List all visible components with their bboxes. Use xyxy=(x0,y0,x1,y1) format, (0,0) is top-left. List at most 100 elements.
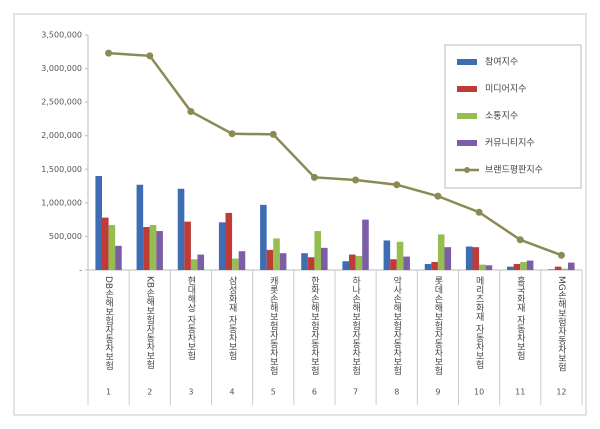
x-tick-number: 11 xyxy=(515,388,525,397)
bar xyxy=(396,241,404,270)
line-marker xyxy=(228,130,236,138)
legend-swatch-marker xyxy=(464,167,470,173)
x-tick-label: 하나손해보험자동차보험 xyxy=(350,276,360,375)
line-marker xyxy=(557,251,565,259)
bar xyxy=(218,222,226,270)
y-tick-label: 1,500,000 xyxy=(41,165,82,174)
bar xyxy=(403,256,410,270)
line-marker xyxy=(516,236,524,244)
bar xyxy=(307,257,315,270)
chart-frame xyxy=(13,13,587,416)
bar xyxy=(444,247,452,270)
bar xyxy=(115,245,122,270)
bar xyxy=(554,266,562,270)
x-tick-number: 9 xyxy=(435,388,440,397)
x-tick-label: KB손해보험자동차보험 xyxy=(144,276,154,369)
bar xyxy=(424,263,432,270)
y-tick-label: 3,500,000 xyxy=(41,31,82,40)
bar xyxy=(225,212,233,270)
y-tick-label: 2,000,000 xyxy=(41,131,82,140)
x-tick-number: 10 xyxy=(474,388,484,397)
x-tick-number: 12 xyxy=(556,388,566,397)
bar xyxy=(177,188,185,270)
legend-swatch xyxy=(457,140,477,146)
x-tick-label: 메리츠화재 자동차보험 xyxy=(474,276,484,369)
line-marker xyxy=(352,176,360,184)
legend-swatch xyxy=(457,113,477,119)
bar xyxy=(149,225,157,270)
line-marker xyxy=(393,181,401,189)
x-tick-number: 3 xyxy=(188,388,193,397)
bar xyxy=(431,261,438,270)
bar xyxy=(238,251,246,270)
bar xyxy=(95,176,102,270)
line-marker xyxy=(105,49,113,57)
x-tick-label: 흥국화재 자동차보험 xyxy=(515,275,525,360)
bar xyxy=(342,261,349,270)
bar xyxy=(561,268,569,270)
bar xyxy=(507,266,514,270)
bar xyxy=(279,253,287,270)
bar xyxy=(548,269,555,270)
bar xyxy=(479,264,486,270)
bar xyxy=(143,227,150,270)
x-tick-number: 2 xyxy=(147,388,152,397)
x-tick-label: 캐롯손해보험자동차보험 xyxy=(268,276,278,375)
legend-swatch xyxy=(457,59,477,65)
bar xyxy=(485,265,493,270)
bar xyxy=(520,261,527,270)
legend-label: 커뮤니티지수 xyxy=(485,138,535,149)
legend-label: 참여지수 xyxy=(485,56,518,68)
x-tick-label: 롯데손해보험자동차보험 xyxy=(432,276,442,375)
bar xyxy=(108,225,116,270)
y-tick-label: 2,500,000 xyxy=(41,98,82,107)
y-tick-label: 500,000 xyxy=(49,232,82,241)
line xyxy=(108,51,562,257)
bar xyxy=(101,217,109,270)
bar xyxy=(273,238,280,270)
y-tick-label: 3,000,000 xyxy=(41,64,82,73)
bar xyxy=(266,249,274,270)
x-tick-number: 7 xyxy=(353,388,358,397)
bar xyxy=(437,234,445,270)
x-tick-label: MG손해보험자동차보험 xyxy=(556,276,566,372)
legend-label: 소통지수 xyxy=(485,111,518,122)
bar xyxy=(513,263,521,270)
bar xyxy=(472,247,480,270)
bar xyxy=(314,231,322,270)
x-tick-label: 현대해상 자동차보험 xyxy=(185,276,195,360)
x-tick-label: DB손해보험자동차보험 xyxy=(103,276,113,370)
x-tick-label: 한화손해보험자동차보험 xyxy=(309,276,319,375)
x-tick-number: 1 xyxy=(106,388,111,397)
bar xyxy=(355,255,363,270)
bar xyxy=(383,240,391,270)
bar xyxy=(390,259,397,270)
bar xyxy=(197,254,205,270)
bar xyxy=(526,260,534,270)
y-tick-label: - xyxy=(79,266,82,275)
x-tick-label: 악사손해보험자동차보험 xyxy=(391,275,401,375)
x-tick-number: 6 xyxy=(312,388,317,397)
x-tick-label: 삼성화재 자동차보험 xyxy=(227,276,237,360)
legend-label: 미디어지수 xyxy=(485,84,526,95)
bar xyxy=(260,204,267,270)
y-tick-label: 1,000,000 xyxy=(41,198,82,207)
bar xyxy=(184,221,191,270)
bar xyxy=(465,246,473,270)
x-tick-number: 4 xyxy=(230,388,235,397)
line-marker xyxy=(187,108,195,116)
legend-swatch xyxy=(457,86,477,92)
bar xyxy=(348,254,356,270)
x-tick-number: 8 xyxy=(394,388,399,397)
line-marker xyxy=(434,192,442,200)
line-marker xyxy=(310,173,318,181)
bar xyxy=(568,262,575,270)
bar xyxy=(321,247,328,270)
x-tick-number: 5 xyxy=(271,388,276,397)
line-marker xyxy=(269,130,277,138)
bar xyxy=(136,184,144,270)
bar xyxy=(362,219,369,270)
bar xyxy=(190,259,198,270)
bar xyxy=(232,258,239,270)
bar xyxy=(301,253,308,270)
